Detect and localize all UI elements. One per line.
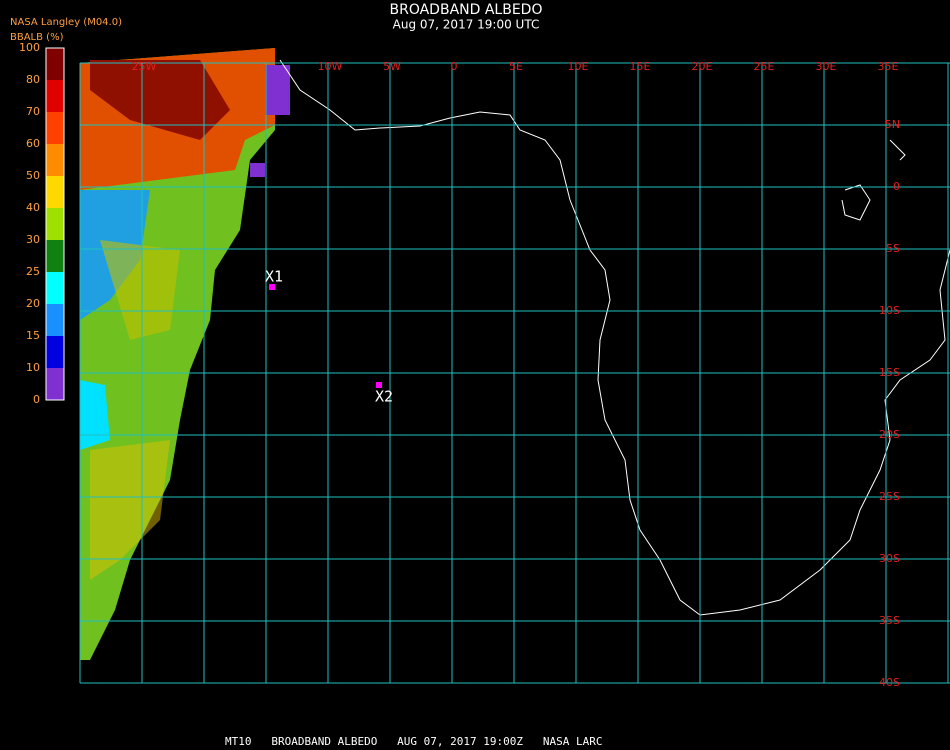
footer: MT10 BROADBAND ALBEDO AUG 07, 2017 19:00… (225, 735, 603, 748)
latitude-label: 35S (879, 614, 900, 627)
albedo-swath (80, 48, 290, 660)
source: NASA Langley (M04.0) (10, 17, 122, 28)
latitude-label: 25S (879, 490, 900, 503)
colorbar-frame (45, 47, 65, 401)
colorbar-label: 10 (26, 361, 40, 374)
latitude-label: 40S (879, 676, 900, 689)
colorbar-segment (46, 272, 64, 304)
colorbar-segment (46, 304, 64, 336)
colorbar-segment (46, 144, 64, 176)
latitude-label: 10S (879, 304, 900, 317)
colorbar-label: 25 (26, 265, 40, 278)
colorbar-segment (46, 112, 64, 144)
longitude-label: 5E (509, 60, 523, 73)
latitude-label: 5N (885, 118, 900, 131)
marker-point (269, 284, 275, 290)
graticule: 25W 10W 5W 0 5E 10E 15E 20E 25E 30E 35E 5N 0 5S 10S 15S… (79, 60, 950, 689)
latitude-label: 20S (879, 428, 900, 441)
colorbar-segment (46, 176, 64, 208)
longitude-label: 20E (692, 60, 713, 73)
longitude-label: 10W (318, 60, 343, 73)
colorbar-segment (46, 208, 64, 240)
colorbar-label: 15 (26, 329, 40, 342)
longitude-label: 25W (132, 60, 157, 73)
coastline (279, 59, 950, 616)
colorbar-label: 50 (26, 169, 40, 182)
longitude-label: 25E (754, 60, 775, 73)
colorbar-label: 70 (26, 105, 40, 118)
colorbar-label: 60 (26, 137, 40, 150)
colorbar-segment (46, 336, 64, 368)
longitude-label: 5W (383, 60, 401, 73)
colorbar-segment (46, 240, 64, 272)
title: BROADBAND ALBEDO (390, 2, 543, 18)
colorbar-segment (46, 48, 64, 80)
colorbar-label: 30 (26, 233, 40, 246)
colorbar-label: 40 (26, 201, 40, 214)
latitude-label: 30S (879, 552, 900, 565)
colorbar-label: 20 (26, 297, 40, 310)
colorbar-segment (46, 80, 64, 112)
latitude-label: 0 (893, 180, 900, 193)
variable: BBALB (%) (10, 32, 64, 43)
colorbar-label: 100 (19, 41, 40, 54)
colorbar-segment (46, 368, 64, 400)
colorbar-label: 0 (33, 393, 40, 406)
longitude-label: 15E (630, 60, 651, 73)
latitude-label: 15S (879, 366, 900, 379)
longitude-label: 30E (816, 60, 837, 73)
latitude-label: 5S (886, 242, 900, 255)
marker-label: X2 (375, 388, 393, 406)
subtitle: Aug 07, 2017 19:00 UTC (393, 18, 540, 32)
marker-point (376, 382, 382, 388)
longitude-label: 0 (451, 60, 458, 73)
longitude-label: 35E (878, 60, 899, 73)
longitude-label: 10E (568, 60, 589, 73)
marker-label: X1 (265, 268, 283, 286)
colorbar-label: 80 (26, 73, 40, 86)
